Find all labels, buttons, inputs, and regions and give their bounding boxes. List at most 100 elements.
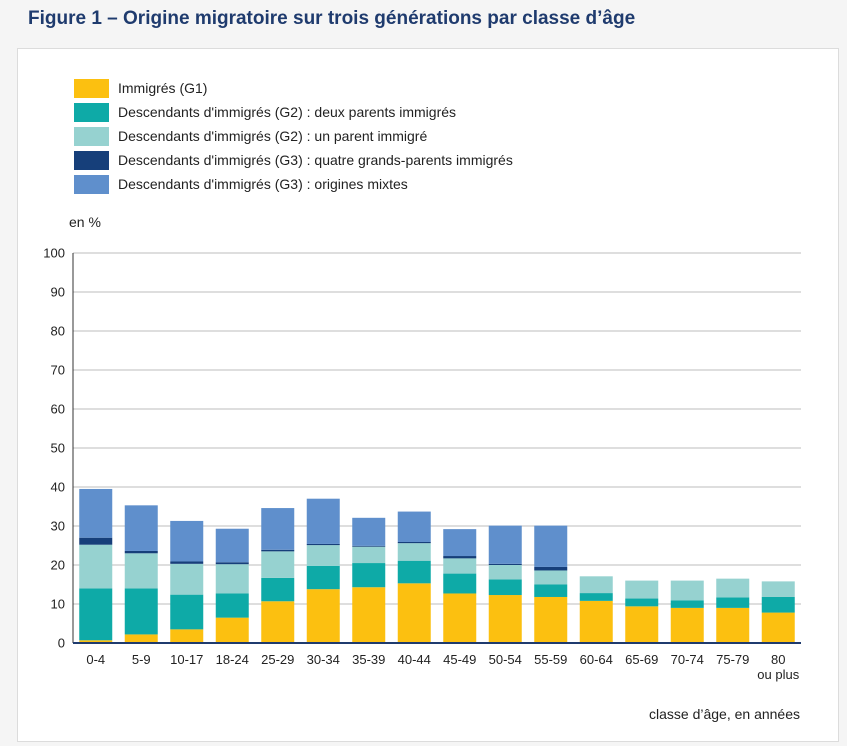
bar-segment bbox=[215, 593, 249, 618]
bar-segment bbox=[352, 545, 386, 547]
bar-segment bbox=[79, 640, 113, 643]
bar-segment bbox=[397, 541, 431, 544]
bar-segment bbox=[170, 520, 204, 562]
x-tick-label: 25-29 bbox=[261, 652, 294, 667]
bar-segment bbox=[306, 545, 340, 566]
bar-segment bbox=[625, 606, 659, 643]
bar-segment bbox=[170, 563, 204, 595]
legend-label: Descendants d'immigrés (G3) : quatre gra… bbox=[118, 152, 513, 168]
bar-segment bbox=[443, 556, 477, 559]
bar-segment bbox=[488, 563, 522, 565]
bar-segment bbox=[215, 617, 249, 643]
legend-swatch bbox=[74, 126, 109, 146]
bar-segment bbox=[261, 577, 295, 602]
bar-segment bbox=[306, 543, 340, 546]
bar-segment bbox=[488, 565, 522, 580]
bar-segment bbox=[79, 544, 113, 589]
x-tick-label: 50-54 bbox=[489, 652, 522, 667]
bar-segment bbox=[124, 505, 158, 551]
bar-segment bbox=[670, 600, 704, 608]
bar-segment bbox=[397, 560, 431, 584]
bar-segment bbox=[261, 549, 295, 552]
bar-segment bbox=[124, 634, 158, 643]
bar-segment bbox=[397, 583, 431, 643]
legend-swatch bbox=[74, 78, 109, 98]
bar-segment bbox=[306, 565, 340, 590]
bar-segment bbox=[761, 596, 795, 613]
bar-segment bbox=[443, 593, 477, 643]
bar-segment bbox=[306, 589, 340, 643]
bar-segment bbox=[579, 593, 613, 601]
y-axis-label: en % bbox=[69, 214, 101, 230]
x-tick-label: 35-39 bbox=[352, 652, 385, 667]
y-tick-label: 80 bbox=[51, 324, 65, 339]
bar-segment bbox=[306, 498, 340, 544]
x-tick-label: 40-44 bbox=[398, 652, 431, 667]
x-axis-label: classe d’âge, en années bbox=[649, 706, 800, 722]
bar-segment bbox=[261, 601, 295, 643]
legend-label: Descendants d'immigrés (G3) : origines m… bbox=[118, 176, 408, 192]
bar-segment bbox=[215, 564, 249, 594]
bar-segment bbox=[170, 629, 204, 643]
bar-segment bbox=[397, 511, 431, 542]
bar-segment bbox=[716, 578, 750, 598]
y-tick-label: 50 bbox=[51, 441, 65, 456]
x-tick-label: 30-34 bbox=[307, 652, 340, 667]
figure-title: Figure 1 – Origine migratoire sur trois … bbox=[28, 8, 636, 29]
bar-segment bbox=[124, 553, 158, 589]
bar-segment bbox=[352, 563, 386, 588]
bar-segment bbox=[534, 566, 568, 571]
bar-segment bbox=[761, 581, 795, 597]
x-tick-label: 45-49 bbox=[443, 652, 476, 667]
bar-segment bbox=[625, 598, 659, 607]
y-tick-label: 30 bbox=[51, 519, 65, 534]
x-tick-label: 60-64 bbox=[580, 652, 613, 667]
bar-segment bbox=[534, 570, 568, 585]
bar-segment bbox=[488, 525, 522, 564]
bar-segment bbox=[443, 573, 477, 594]
bar-segment bbox=[488, 579, 522, 596]
y-tick-label: 90 bbox=[51, 285, 65, 300]
bar-segment bbox=[579, 600, 613, 643]
bar-segment bbox=[124, 550, 158, 554]
bar-segment bbox=[170, 594, 204, 630]
y-tick-label: 70 bbox=[51, 363, 65, 378]
bar-segment bbox=[352, 517, 386, 546]
bar-segment bbox=[534, 525, 568, 567]
legend-label: Descendants d'immigrés (G2) : un parent … bbox=[118, 128, 428, 144]
legend-item: Descendants d'immigrés (G2) : deux paren… bbox=[74, 100, 513, 124]
bar-segment bbox=[670, 580, 704, 601]
legend-swatch bbox=[74, 102, 109, 122]
bar-segment bbox=[352, 587, 386, 643]
y-tick-label: 40 bbox=[51, 480, 65, 495]
x-tick-label: ou plus bbox=[757, 667, 799, 682]
x-tick-label: 10-17 bbox=[170, 652, 203, 667]
bar-segment bbox=[443, 558, 477, 574]
x-tick-label: 18-24 bbox=[216, 652, 249, 667]
bar-segment bbox=[215, 562, 249, 565]
legend-item: Immigrés (G1) bbox=[74, 76, 513, 100]
legend-label: Immigrés (G1) bbox=[118, 80, 208, 96]
x-tick-label: 55-59 bbox=[534, 652, 567, 667]
x-tick-label: 70-74 bbox=[671, 652, 704, 667]
bar-segment bbox=[79, 537, 113, 545]
bar-segment bbox=[761, 612, 795, 643]
x-tick-label: 75-79 bbox=[716, 652, 749, 667]
y-tick-label: 20 bbox=[51, 558, 65, 573]
legend: Immigrés (G1) Descendants d'immigrés (G2… bbox=[74, 76, 513, 196]
bar-segment bbox=[215, 528, 249, 563]
bar-segment bbox=[79, 588, 113, 641]
bar-segment bbox=[79, 488, 113, 538]
bar-segment bbox=[534, 584, 568, 597]
y-tick-label: 100 bbox=[43, 246, 65, 261]
y-tick-label: 10 bbox=[51, 597, 65, 612]
bar-segment bbox=[261, 551, 295, 578]
bar-segment bbox=[397, 543, 431, 561]
bar-segment bbox=[124, 588, 158, 635]
y-tick-label: 0 bbox=[58, 636, 65, 651]
bar-segment bbox=[625, 580, 659, 599]
bar-segment bbox=[443, 529, 477, 557]
x-tick-label: 5-9 bbox=[132, 652, 151, 667]
legend-item: Descendants d'immigrés (G3) : quatre gra… bbox=[74, 148, 513, 172]
